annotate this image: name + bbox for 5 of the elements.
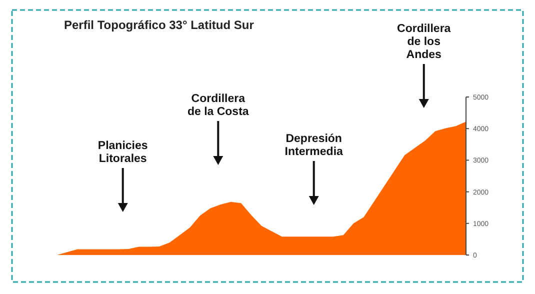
annotation: Depresión Intermedia: [284, 133, 344, 158]
chart-title: Perfil Topográfico 33° Latitud Sur: [64, 18, 254, 32]
annotation: Planicies Litorales: [98, 140, 148, 165]
text: Cordillera de los Andes: [397, 23, 452, 61]
annotation: Cordillera de la Costa: [187, 93, 250, 118]
